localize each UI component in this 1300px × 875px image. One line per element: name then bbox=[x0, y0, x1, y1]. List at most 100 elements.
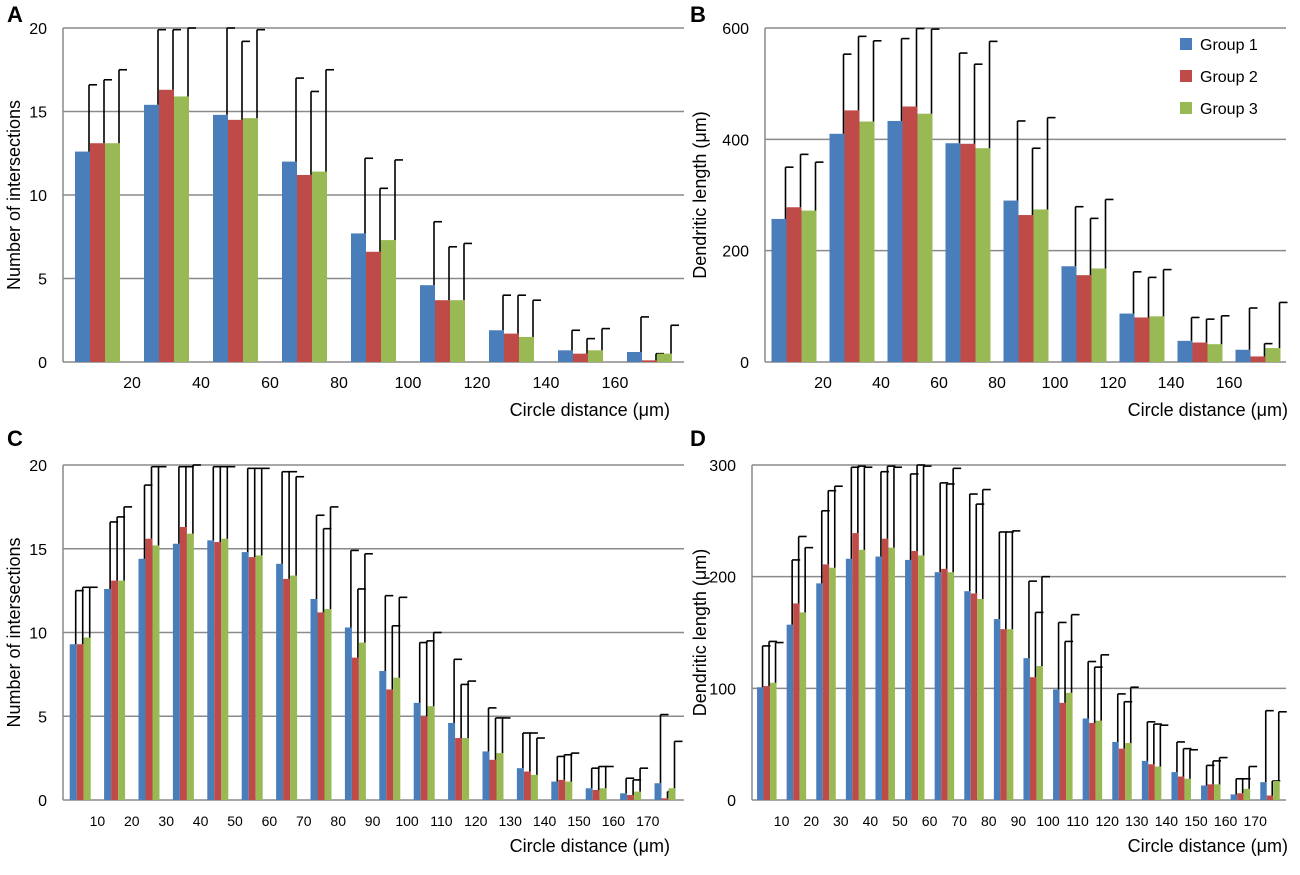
bar-group-3 bbox=[221, 538, 229, 800]
x-tick-label: 70 bbox=[951, 813, 967, 829]
bar-group-1 bbox=[551, 781, 559, 800]
bar-group-2 bbox=[592, 789, 600, 800]
bar-group-3 bbox=[858, 549, 866, 800]
chart-panel-c: 0 5 10 15 20 10 20 30 40 50 60 70 80 90 100 110 120 130 14… bbox=[4, 426, 684, 856]
bar-group-3 bbox=[657, 353, 672, 362]
bar-group-3 bbox=[1273, 781, 1280, 800]
x-tick-label: 130 bbox=[1125, 813, 1149, 829]
y-tick-label: 15 bbox=[29, 542, 47, 559]
x-tick-label: 50 bbox=[892, 813, 908, 829]
bar-group-1 bbox=[351, 233, 366, 362]
bar-group-2 bbox=[90, 143, 105, 362]
bar-group-1 bbox=[1171, 772, 1178, 800]
y-tick-label: 300 bbox=[709, 458, 736, 475]
chart-panel-b: 0 200 400 600 20 40 60 80 100 120 140 160 Circle dis… bbox=[690, 2, 1288, 420]
y-axis-title: Dendritic length (μm) bbox=[690, 111, 710, 278]
bar-group-3 bbox=[859, 121, 875, 363]
x-tick-label: 120 bbox=[464, 375, 491, 392]
x-tick-label: 120 bbox=[464, 813, 488, 829]
x-tick-label: 20 bbox=[123, 375, 141, 392]
bar-group-3 bbox=[599, 788, 607, 800]
y-axis-title: Number of intersections bbox=[4, 100, 24, 290]
x-tick-label: 100 bbox=[395, 375, 422, 392]
bar-group-1 bbox=[1177, 340, 1193, 362]
bar-group-1 bbox=[829, 133, 845, 362]
bar-group-1 bbox=[1260, 782, 1267, 800]
legend-swatch bbox=[1180, 70, 1192, 82]
bar-group-1 bbox=[993, 619, 1001, 800]
bar-group-1 bbox=[1061, 266, 1077, 362]
bar-group-3 bbox=[519, 336, 534, 362]
bar-group-3 bbox=[829, 567, 836, 800]
bar-group-2 bbox=[642, 360, 657, 362]
bar-group-2 bbox=[1192, 342, 1208, 362]
bar-group-2 bbox=[1089, 722, 1096, 800]
y-tick-label: 0 bbox=[727, 793, 736, 810]
bar-group-2 bbox=[248, 557, 256, 800]
bar-group-2 bbox=[297, 174, 312, 362]
legend: Group 1 Group 2 Group 3 bbox=[1180, 37, 1258, 118]
bar-group-3 bbox=[668, 788, 676, 800]
bar-group-2 bbox=[145, 538, 153, 800]
x-tick-label: 120 bbox=[1100, 375, 1127, 392]
bar-group-3 bbox=[1149, 316, 1165, 362]
legend-swatch bbox=[1180, 38, 1192, 50]
bar-group-1 bbox=[276, 563, 284, 800]
y-tick-label: 5 bbox=[38, 709, 47, 726]
bar-group-3 bbox=[462, 738, 470, 800]
y-axis-title: Number of intersections bbox=[4, 537, 24, 727]
bar-group-2 bbox=[852, 533, 859, 800]
bar-group-2 bbox=[1148, 764, 1155, 800]
bar-group-1 bbox=[620, 793, 628, 800]
x-tick-label: 110 bbox=[430, 813, 453, 829]
bar-group-1 bbox=[420, 285, 435, 362]
bar-group-2 bbox=[960, 143, 976, 362]
bar-group-3 bbox=[450, 300, 465, 362]
x-tick-label: 170 bbox=[1244, 813, 1268, 829]
bar-group-3 bbox=[918, 555, 925, 800]
bar-group-3 bbox=[565, 781, 573, 800]
bar-group-3 bbox=[1125, 743, 1132, 800]
x-tick-label: 120 bbox=[1096, 813, 1120, 829]
y-tick-label: 0 bbox=[38, 793, 47, 810]
x-axis-title: Circle distance (μm) bbox=[1128, 836, 1288, 856]
bar-group-1 bbox=[786, 624, 794, 800]
bar-group-3 bbox=[1243, 788, 1251, 800]
bar-group-3 bbox=[1154, 766, 1162, 800]
bar-group-2 bbox=[111, 580, 119, 800]
x-tick-label: 100 bbox=[1042, 375, 1069, 392]
bar-group-1 bbox=[207, 540, 215, 800]
bar-group-2 bbox=[558, 779, 566, 800]
y-tick-label: 5 bbox=[38, 272, 47, 289]
panel-label: C bbox=[7, 426, 23, 451]
y-tick-label: 10 bbox=[29, 188, 47, 205]
y-tick-label: 400 bbox=[722, 132, 749, 149]
bar-group-3 bbox=[801, 210, 817, 362]
bar-group-2 bbox=[573, 353, 588, 362]
chart-panel-a: 0 5 10 15 20 20 40 60 80 100 120 140 160 Circle dista… bbox=[4, 2, 684, 420]
y-tick-label: 20 bbox=[29, 458, 47, 475]
bar-group-2 bbox=[179, 526, 187, 800]
bar-group-3 bbox=[186, 533, 194, 800]
x-tick-label: 80 bbox=[988, 375, 1006, 392]
x-tick-label: 40 bbox=[863, 813, 879, 829]
y-tick-label: 15 bbox=[29, 105, 47, 122]
bar-group-3 bbox=[1066, 692, 1073, 800]
bar-group-3 bbox=[1036, 666, 1043, 800]
bar-group-2 bbox=[970, 593, 978, 800]
bar-group-2 bbox=[793, 603, 800, 800]
x-tick-label: 140 bbox=[1158, 375, 1185, 392]
legend-label: Group 3 bbox=[1200, 101, 1258, 118]
bar-group-2 bbox=[283, 578, 291, 800]
bar-group-3 bbox=[1033, 209, 1049, 362]
x-tick-label: 80 bbox=[330, 375, 348, 392]
bar-group-3 bbox=[358, 642, 366, 800]
bar-group-2 bbox=[1076, 275, 1092, 362]
bar-group-2 bbox=[351, 657, 359, 800]
bar-group-3 bbox=[1091, 268, 1107, 362]
x-tick-label: 30 bbox=[158, 813, 174, 829]
bar-group-2 bbox=[366, 251, 381, 362]
x-tick-label: 60 bbox=[262, 813, 278, 829]
bar-group-2 bbox=[661, 798, 669, 800]
